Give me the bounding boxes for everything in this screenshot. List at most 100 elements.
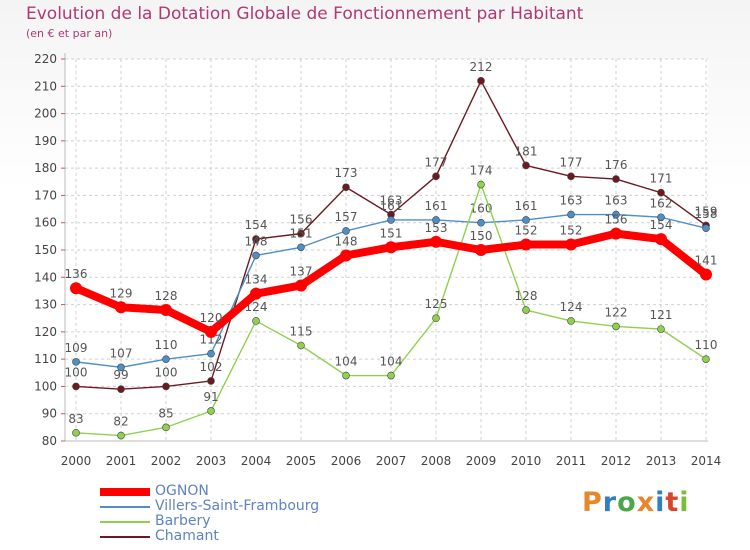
data-point	[115, 301, 127, 314]
data-point	[657, 213, 665, 222]
legend-item: OGNON	[100, 484, 319, 499]
chart-title: Evolution de la Dotation Globale de Fonc…	[26, 4, 584, 24]
data-point	[252, 235, 260, 243]
data-label: 161	[515, 199, 538, 213]
y-tick-label: 150	[34, 243, 57, 257]
x-tick-label: 2006	[331, 454, 362, 468]
data-label: 150	[470, 229, 493, 243]
data-label: 148	[245, 234, 268, 248]
data-label: 157	[335, 210, 358, 224]
y-tick-label: 80	[42, 434, 57, 448]
x-tick-label: 2003	[196, 454, 227, 468]
x-tick-label: 2011	[556, 454, 587, 468]
data-point	[567, 210, 575, 219]
data-point	[297, 243, 305, 252]
data-label: 153	[425, 221, 448, 235]
data-label: 85	[158, 406, 173, 420]
data-point	[70, 282, 82, 295]
data-label: 107	[110, 346, 133, 360]
data-label: 161	[380, 199, 403, 213]
data-point	[250, 287, 262, 300]
legend-swatch	[100, 505, 150, 508]
data-point	[520, 238, 532, 251]
data-label: 128	[155, 289, 178, 303]
x-tick-label: 2012	[601, 454, 632, 468]
data-point	[207, 407, 215, 415]
x-tick-label: 2001	[106, 454, 137, 468]
data-point	[432, 172, 440, 181]
data-label: 156	[605, 213, 628, 227]
data-point	[430, 235, 442, 248]
data-label: 154	[245, 218, 268, 232]
data-label: 163	[380, 194, 403, 208]
data-point	[612, 210, 620, 219]
data-label: 177	[425, 155, 448, 169]
data-point	[207, 349, 215, 358]
x-tick-label: 2008	[421, 454, 452, 468]
data-label: 124	[560, 300, 583, 314]
y-tick-label: 170	[34, 188, 57, 202]
data-point	[342, 227, 350, 235]
data-label: 104	[335, 355, 358, 369]
data-label: 83	[68, 412, 83, 426]
data-point	[117, 431, 125, 440]
data-point	[342, 183, 350, 192]
y-tick-label: 90	[42, 407, 57, 421]
data-label: 159	[695, 204, 718, 218]
x-tick-label: 2007	[376, 454, 407, 468]
legend-swatch	[100, 520, 150, 523]
data-point	[117, 363, 125, 372]
data-point	[252, 251, 260, 260]
y-tick-label: 220	[34, 52, 57, 66]
data-point	[342, 371, 350, 380]
legend-label: Chamant	[155, 528, 219, 544]
x-tick-label: 2014	[691, 454, 722, 468]
data-point	[387, 216, 395, 224]
data-point	[432, 216, 440, 224]
data-point	[160, 304, 172, 317]
data-label: 156	[290, 213, 313, 227]
y-tick-label: 100	[34, 379, 57, 393]
data-label: 137	[290, 264, 313, 278]
legend-item: Villers-Saint-Frambourg	[100, 499, 319, 514]
x-tick-label: 2002	[151, 454, 182, 468]
data-point	[72, 429, 80, 437]
chart-legend: OGNON Villers-Saint-Frambourg Barbery Chama…	[100, 484, 319, 544]
data-label: 100	[65, 365, 88, 379]
data-point	[207, 377, 215, 385]
data-label: 110	[695, 338, 718, 352]
data-label: 162	[650, 196, 673, 210]
y-tick-label: 160	[34, 216, 57, 230]
data-label: 141	[695, 254, 718, 268]
y-tick-label: 140	[34, 270, 57, 284]
data-point	[477, 180, 485, 189]
data-point	[162, 355, 170, 363]
data-label: 171	[650, 172, 673, 186]
legend-swatch	[100, 487, 150, 496]
data-label: 102	[200, 360, 223, 374]
data-point	[385, 241, 397, 254]
data-label: 129	[110, 286, 133, 300]
data-point	[522, 216, 530, 224]
data-label: 115	[290, 325, 313, 339]
data-label: 110	[155, 338, 178, 352]
data-point	[72, 382, 80, 391]
data-label: 136	[65, 267, 88, 281]
legend-swatch	[100, 535, 150, 538]
data-label: 100	[155, 365, 178, 379]
data-label: 104	[380, 355, 403, 369]
legend-label: OGNON	[155, 483, 209, 499]
data-label: 181	[515, 144, 538, 158]
data-point	[297, 229, 305, 238]
data-label: 128	[515, 289, 538, 303]
data-label: 160	[470, 202, 493, 216]
data-label: 177	[560, 155, 583, 169]
x-tick-label: 2004	[241, 454, 272, 468]
y-tick-label: 210	[34, 79, 57, 93]
data-point	[117, 385, 125, 393]
data-point	[567, 172, 575, 181]
data-label: 109	[65, 341, 88, 355]
data-label: 151	[290, 226, 313, 240]
y-tick-label: 180	[34, 161, 57, 175]
